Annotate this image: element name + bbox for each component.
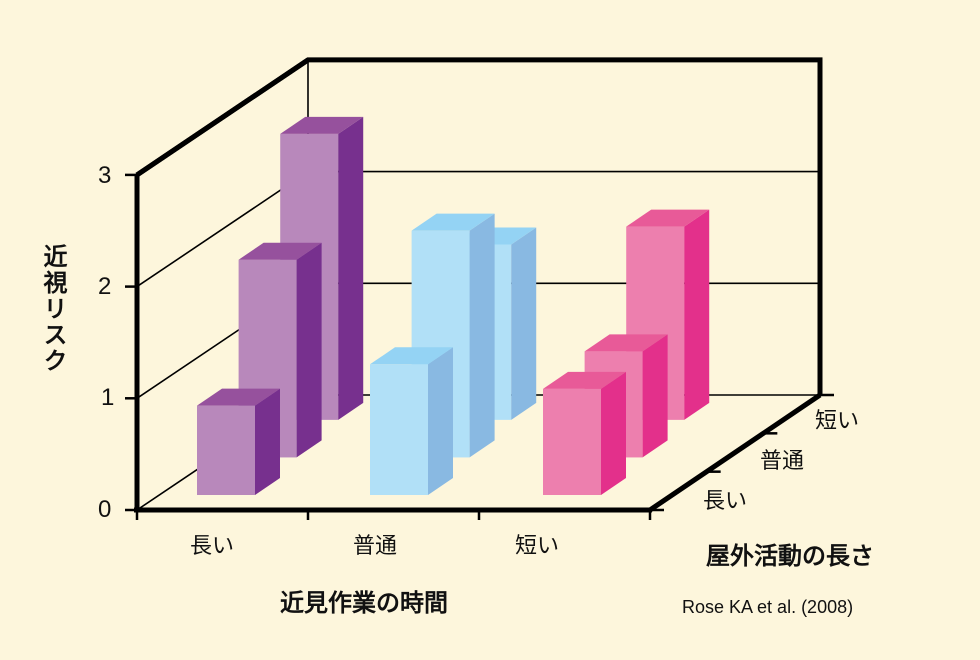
bar-0-2-side (338, 116, 364, 420)
z-axis-line (648, 392, 822, 513)
back-wall-frame (135, 57, 823, 395)
y-tick-0: 0 (98, 496, 112, 523)
bar-0-1-top (238, 242, 322, 260)
bar-1-0-front (370, 364, 428, 495)
bar-0-0-front (197, 405, 255, 495)
grid-diagonal-2 (136, 170, 309, 288)
y-axis-title: 近視リスク (39, 244, 67, 374)
x-category-normal: 普通 (353, 534, 398, 559)
bar-2-0-top (543, 371, 626, 389)
bar-2-0-front (543, 388, 601, 495)
bar-1-0-top (370, 347, 453, 365)
bar-0-0-side (255, 388, 280, 495)
bar-2-2-top (626, 209, 710, 227)
bar-1-0-side (428, 347, 453, 495)
z-category-short: 短い (815, 409, 860, 434)
bar-1-1-top (411, 213, 495, 231)
x-category-long: 長い (190, 534, 235, 559)
source-citation: Rose KA et al. (2008) (682, 597, 854, 617)
bar-1-2-side (511, 227, 537, 420)
z-axis-title: 屋外活動の長さ (706, 542, 874, 570)
x-axis-title: 近見作業の時間 (280, 589, 448, 617)
bar-2-0-side (601, 371, 626, 495)
z-category-normal: 普通 (760, 449, 805, 474)
bar-1-1-side (469, 213, 495, 458)
y-tick-1: 1 (101, 384, 115, 411)
bar-0-0-top (197, 388, 280, 406)
bar-2-2-side (684, 209, 710, 420)
y-tick-3: 3 (98, 162, 112, 189)
bar-2-1-top (584, 334, 668, 352)
bar-0-1-side (296, 242, 322, 458)
bar-2-1-side (642, 334, 668, 458)
x-category-short: 短い (515, 534, 560, 559)
y-tick-2: 2 (98, 273, 112, 300)
z-category-long: 長い (703, 489, 748, 514)
bar-0-2-top (280, 116, 364, 134)
